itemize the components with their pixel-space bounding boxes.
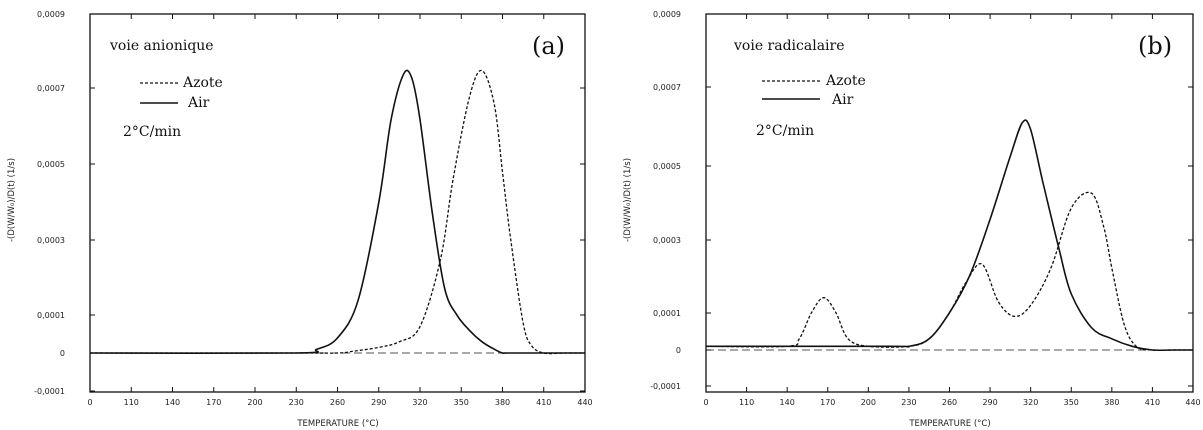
y-tick-label: 0,0003 xyxy=(37,236,65,245)
y-tick-label: 0,0009 xyxy=(37,10,65,19)
y-tick-label: 0 xyxy=(676,346,681,355)
x-axis-ticks: 0 110 140 170 200 230 260 290 320 350 380 410 440 xyxy=(87,14,593,407)
x-tick-label: 350 xyxy=(454,398,469,407)
rate-label: 2°C/min xyxy=(756,123,814,139)
legend-azote-label: Azote xyxy=(825,73,866,89)
plot-frame xyxy=(705,13,1194,393)
x-axis-label: TEMPERATURE (°C) xyxy=(296,419,378,429)
series-line-azote xyxy=(705,191,1193,351)
x-tick-label: 110 xyxy=(124,398,139,407)
y-tick-label: -0,0001 xyxy=(34,387,65,396)
plot-frame xyxy=(89,13,586,393)
x-tick-label: 140 xyxy=(165,398,180,407)
x-tick-label: 440 xyxy=(577,398,592,407)
rate-label: 2°C/min xyxy=(123,124,181,140)
y-axis-ticks: -0,0001 0 0,0001 0,0003 0,0005 0,0007 0,0009 xyxy=(34,10,585,396)
x-tick-label: 380 xyxy=(1104,398,1119,407)
x-tick-label: 140 xyxy=(780,398,795,407)
x-tick-label: 0 xyxy=(703,398,708,407)
legend-azote-label: Azote xyxy=(182,75,223,91)
y-tick-label: 0,0007 xyxy=(37,84,65,93)
series-line-azote xyxy=(90,69,585,355)
x-axis-label: TEMPERATURE (°C) xyxy=(908,419,990,429)
x-tick-label: 170 xyxy=(206,398,221,407)
series-line-air xyxy=(706,119,1193,352)
x-tick-label: 380 xyxy=(495,398,510,407)
panel-label: (a) xyxy=(532,32,565,60)
x-tick-label: 200 xyxy=(861,398,876,407)
y-tick-label: 0,0003 xyxy=(653,236,681,245)
y-tick-label: 0,0009 xyxy=(653,10,681,19)
legend-air-label: Air xyxy=(187,95,210,111)
x-tick-label: 320 xyxy=(412,398,427,407)
x-tick-label: 290 xyxy=(371,398,386,407)
y-axis-label: -(D(W/W₀)/D(t) (1/s) xyxy=(7,158,17,242)
x-tick-label: 170 xyxy=(820,398,835,407)
y-tick-label: 0,0005 xyxy=(653,162,681,171)
series-group xyxy=(705,119,1193,352)
y-axis-ticks: -0,0001 0 0,0001 0,0003 0,0005 0,0007 0,0009 xyxy=(650,10,1193,391)
x-tick-label: 440 xyxy=(1185,398,1200,407)
x-tick-label: 0 xyxy=(87,398,92,407)
x-tick-label: 410 xyxy=(1145,398,1160,407)
x-tick-label: 200 xyxy=(247,398,262,407)
series-line-air xyxy=(89,69,585,355)
annotation-voie: voie anionique xyxy=(109,38,214,54)
y-tick-label: 0,0005 xyxy=(37,160,65,169)
x-tick-label: 320 xyxy=(1023,398,1038,407)
x-tick-label: 290 xyxy=(982,398,997,407)
chart-panel-a: 0 110 140 170 200 230 260 290 320 350 380 410 440 -0… xyxy=(7,10,593,429)
y-tick-label: 0,0007 xyxy=(653,83,681,92)
y-tick-label: -0,0001 xyxy=(650,382,681,391)
y-tick-label: 0,0001 xyxy=(37,311,65,320)
x-tick-label: 110 xyxy=(739,398,754,407)
y-tick-label: 0,0001 xyxy=(653,309,681,318)
annotation-voie: voie radicalaire xyxy=(733,38,845,54)
x-tick-label: 260 xyxy=(942,398,957,407)
legend-air-label: Air xyxy=(831,92,854,108)
chart-panel-b: 0 110 140 170 200 230 260 290 320 350 380 410 440 -0… xyxy=(623,10,1201,429)
x-axis-ticks: 0 110 140 170 200 230 260 290 320 350 380 410 440 xyxy=(703,14,1201,407)
series-group xyxy=(89,69,585,355)
panel-label: (b) xyxy=(1138,32,1172,60)
y-tick-label: 0 xyxy=(60,349,65,358)
x-tick-label: 410 xyxy=(536,398,551,407)
x-tick-label: 350 xyxy=(1064,398,1079,407)
x-tick-label: 260 xyxy=(330,398,345,407)
x-tick-label: 230 xyxy=(901,398,916,407)
y-axis-label: -(D(W/W₀)/D(t) (1/s) xyxy=(623,158,633,242)
x-tick-label: 230 xyxy=(289,398,304,407)
